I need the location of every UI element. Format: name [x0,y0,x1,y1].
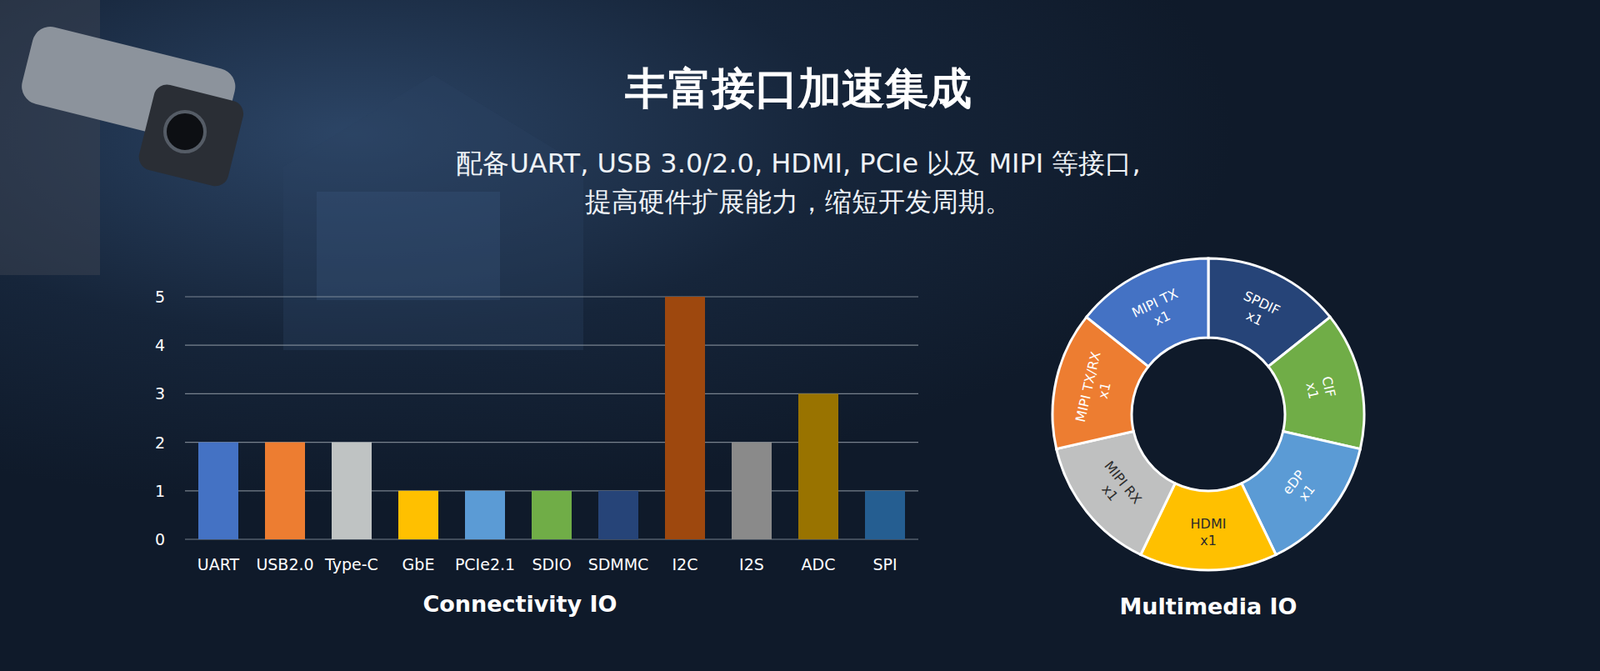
house-shape [283,75,584,350]
slice-category: HDMI [1190,515,1227,532]
x-tick-label: UART [197,555,240,574]
x-tick-label: SPI [872,555,897,574]
x-tick-label: I2S [739,555,765,574]
bar-chart: 0 1 2 3 4 5 UART USB2.0 Type-C GbE PCIe2.1 SDIO SDMM… [155,287,919,617]
chart-title: Connectivity IO [422,590,617,617]
bar [331,442,372,540]
donut-slice [1268,316,1365,449]
bar [398,490,439,540]
slice-value-label: x1 [1244,307,1266,330]
x-tick-label: SDMMC [588,555,650,574]
donut-slice [1086,258,1209,367]
x-tick-label: I2C [672,555,699,574]
bar [531,490,572,540]
bar [265,442,305,540]
slice-value-label: x1 [1150,307,1173,330]
slice-value-label: x1 [1302,380,1322,400]
x-tick-label: GbE [402,555,435,574]
x-tick-label: ADC [801,555,836,574]
slice-label: MIPI TX/RXx1 [1072,350,1120,428]
bar [665,296,705,540]
x-tick-label: PCIe2.1 [455,555,515,574]
slice-value-label: x1 [1200,532,1217,549]
slice-label: MIPI RXx1 [1088,457,1145,517]
slice-label: eDPx1 [1279,466,1322,508]
slice-labels: SPDIFx1CIFx1eDPx1HDMIx1MIPI RXx1MIPI TX/… [1072,285,1339,548]
y-tick-label: 3 [155,384,165,403]
bar [198,442,239,540]
page-subtitle: 配备UART, USB 3.0/2.0, HDMI, PCIe 以及 MIPI … [455,147,1140,180]
grid-line [185,345,919,346]
bar [798,393,839,540]
slice-value-label: x1 [1095,380,1115,400]
x-tick-label: SDIO [531,555,571,574]
slice-value-label: x1 [1098,481,1121,505]
y-tick-label: 0 [155,530,165,549]
x-tick-label: Type-C [324,555,379,574]
grid-line [185,295,919,297]
bar [598,490,639,540]
chart-title: Multimedia IO [1119,593,1297,620]
bar [731,442,772,540]
slice-value-label: x1 [1295,481,1319,505]
bars [198,296,905,540]
bar [865,490,905,540]
y-tick-label: 5 [155,287,165,306]
camera-front [135,81,246,189]
background [0,0,1600,671]
page-title: 丰富接口加速集成 [625,63,972,114]
bar [465,490,505,540]
page-subtitle: 提高硬件扩展能力，缩短开发周期。 [585,185,1012,218]
camera-lens [165,111,205,152]
y-tick-label: 1 [155,481,165,500]
page: 丰富接口加速集成配备UART, USB 3.0/2.0, HDMI, PCIe … [0,0,1600,671]
slice-label: MIPI TXx1 [1129,285,1188,336]
slice-label: CIFx1 [1302,375,1340,403]
y-tick-label: 4 [155,335,165,355]
camera-icon [17,22,246,189]
donut-slice [1056,430,1175,555]
slice-label: HDMIx1 [1190,515,1227,549]
y-tick-label: 2 [155,433,165,452]
x-tick-label: USB2.0 [255,555,314,574]
garage-shape [316,191,500,300]
slice-label: SPDIFx1 [1234,287,1283,334]
donut-chart [1052,258,1365,570]
